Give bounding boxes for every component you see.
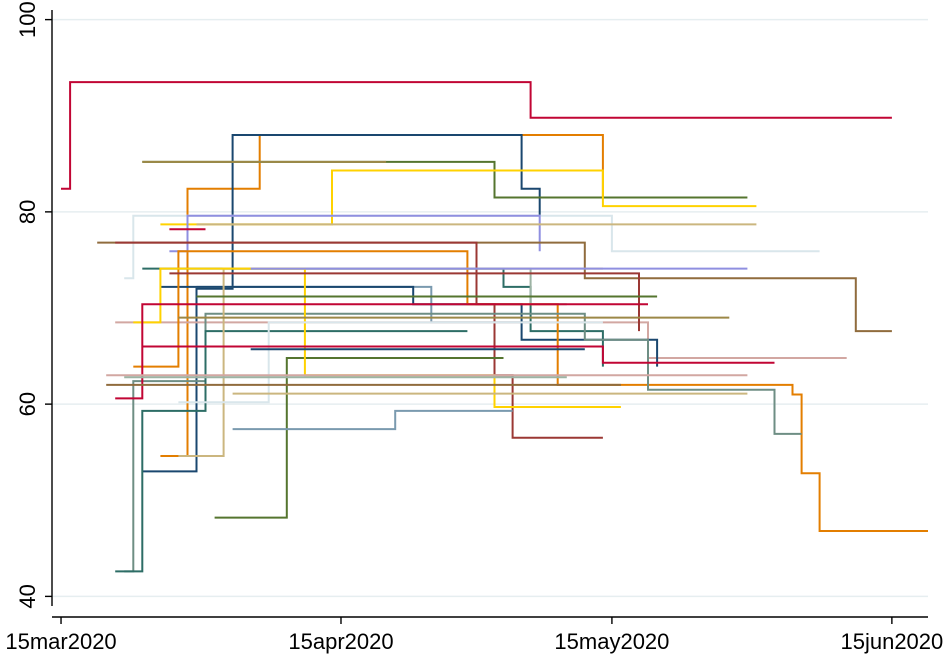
gridlines bbox=[52, 18, 928, 598]
series-line-26 bbox=[115, 303, 648, 400]
series-line-1 bbox=[61, 81, 892, 190]
series-line-2 bbox=[160, 134, 604, 457]
series-line-21 bbox=[214, 357, 504, 519]
x-tick-label: 15mar2020 bbox=[5, 629, 116, 654]
x-tick-label: 15apr2020 bbox=[288, 629, 393, 654]
axes: 40 60 80 100 15mar2020 15apr2020 15may2020 15ju… bbox=[5, 1, 943, 654]
series-line-20 bbox=[115, 330, 468, 573]
series-line-3 bbox=[142, 134, 541, 473]
x-tick-label: 15jun2020 bbox=[840, 629, 943, 654]
series-line-6 bbox=[124, 214, 820, 280]
series-line-33 bbox=[142, 345, 775, 364]
y-tick-label: 60 bbox=[15, 392, 40, 416]
series-line-17 bbox=[160, 285, 659, 367]
y-tick-label: 80 bbox=[15, 200, 40, 224]
series-lines bbox=[61, 81, 928, 573]
y-tick-label: 100 bbox=[15, 1, 40, 38]
series-line-9 bbox=[97, 241, 892, 333]
series-line-22 bbox=[232, 409, 513, 431]
series-line-15 bbox=[115, 321, 847, 359]
y-tick-label: 40 bbox=[15, 584, 40, 608]
series-line-27 bbox=[178, 321, 603, 404]
series-line-19 bbox=[124, 312, 802, 573]
x-tick-label: 15may2020 bbox=[554, 629, 669, 654]
series-line-25 bbox=[169, 272, 640, 332]
series-line-7 bbox=[169, 214, 541, 253]
